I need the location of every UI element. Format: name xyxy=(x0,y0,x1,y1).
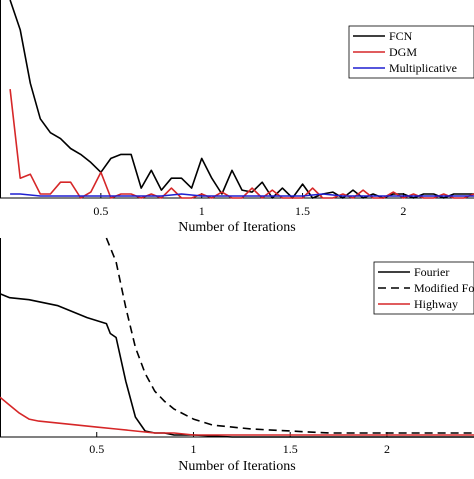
chart-panel-2: 0.5 1 1.5 2 Number of Iterations Fourier Modif… xyxy=(0,237,474,474)
series-line-multiplicative xyxy=(10,193,474,197)
x-tick-label: 0.5 xyxy=(89,442,104,456)
series-line-fourier xyxy=(0,292,474,438)
legend-label: DGM xyxy=(389,45,417,59)
x-tick-label: 1.5 xyxy=(295,204,310,218)
x-tick-label: 1 xyxy=(190,442,196,456)
x-tick-label: 1 xyxy=(199,204,205,218)
legend-label: Modified Fourier xyxy=(414,281,474,295)
x-axis-label: Number of Iterations xyxy=(178,220,295,235)
legend-box xyxy=(373,261,474,315)
legend-label: Multiplicative xyxy=(389,61,457,75)
legend-label: Fourier xyxy=(414,265,449,279)
x-tick-label: 0.5 xyxy=(93,204,108,218)
series-line-modified-fourier xyxy=(105,237,474,434)
x-tick-label: 1.5 xyxy=(283,442,298,456)
legend: FCN DGM Multiplicative xyxy=(348,25,474,79)
chart-panel-1: 0.5 1 1.5 2 Number of Iterations FCN DGM Multip… xyxy=(0,0,474,235)
x-tick-label: 2 xyxy=(400,204,406,218)
series-line-highway xyxy=(0,396,474,436)
legend-label: FCN xyxy=(389,29,413,43)
series-line-dgm xyxy=(9,89,474,199)
x-tick-label: 2 xyxy=(384,442,390,456)
legend: Fourier Modified Fourier Highway xyxy=(373,261,474,315)
legend-label: Highway xyxy=(414,297,458,311)
x-axis-label: Number of Iterations xyxy=(178,459,295,474)
